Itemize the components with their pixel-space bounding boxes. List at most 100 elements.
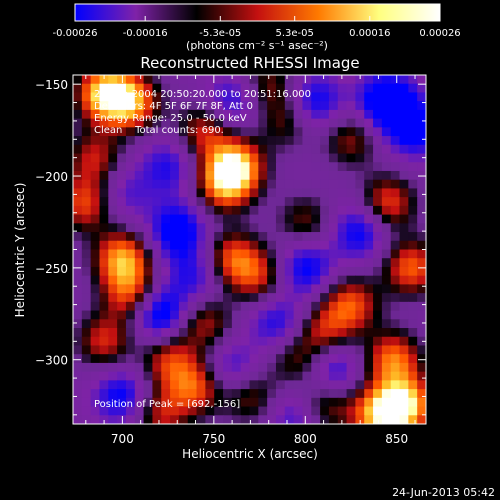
heatmap-cell	[143, 371, 154, 381]
heatmap-cell	[108, 266, 118, 277]
heatmap-cell	[90, 101, 101, 111]
heatmap-cell	[355, 397, 365, 408]
heatmap-cell	[337, 179, 348, 190]
heatmap-cell	[346, 109, 356, 120]
annotation-block: 27-Feb-2004 20:50:20.000 to 20:51:16.000…	[94, 89, 311, 136]
heatmap-cell	[249, 232, 259, 242]
heatmap-cell	[381, 101, 392, 111]
heatmap-cell	[284, 319, 295, 329]
heatmap-cell	[267, 415, 277, 424]
heatmap-cell	[320, 258, 330, 268]
heatmap-cell	[117, 371, 127, 381]
heatmap-cell	[108, 179, 118, 190]
heatmap-cell	[125, 118, 136, 128]
heatmap-cell	[302, 406, 312, 416]
heatmap-cell	[311, 223, 321, 233]
heatmap-cell	[143, 310, 154, 320]
heatmap-cell	[187, 397, 198, 408]
heatmap-cell	[81, 284, 92, 294]
heatmap-cell	[125, 179, 136, 190]
heatmap-cell	[311, 310, 321, 320]
heatmap-cell	[267, 223, 277, 233]
heatmap-cell	[293, 275, 304, 285]
heatmap-cell	[178, 109, 189, 120]
heatmap-cell	[108, 109, 118, 120]
heatmap-cell	[373, 301, 383, 312]
heatmap-cell	[73, 415, 83, 424]
heatmap-cell	[125, 136, 136, 146]
heatmap-cell	[390, 415, 401, 424]
heatmap-cell	[143, 258, 154, 268]
heatmap-cell	[381, 275, 392, 285]
heatmap-cell	[390, 328, 401, 338]
heatmap-cell	[399, 205, 409, 216]
heatmap-cell	[134, 389, 145, 399]
heatmap-cell	[284, 144, 295, 155]
heatmap-cell	[134, 371, 145, 381]
heatmap-cell	[73, 109, 83, 120]
heatmap-cell	[293, 371, 304, 381]
heatmap-cell	[214, 354, 224, 364]
heatmap-cell	[355, 293, 365, 303]
heatmap-cell	[249, 328, 259, 338]
heatmap-cell	[196, 232, 206, 242]
heatmap-cell	[417, 345, 426, 355]
heatmap-cell	[302, 266, 312, 277]
heatmap-cell	[187, 162, 198, 172]
heatmap-cell	[399, 397, 409, 408]
heatmap-cell	[134, 162, 145, 172]
heatmap-cell	[99, 249, 109, 259]
heatmap-cell	[108, 293, 118, 303]
heatmap-cell	[293, 232, 304, 242]
heatmap-cell	[258, 153, 268, 163]
heatmap-cell	[302, 75, 312, 85]
heatmap-cell	[187, 301, 198, 312]
heatmap-cell	[214, 258, 224, 268]
heatmap-cell	[337, 101, 348, 111]
heatmap-cell	[152, 354, 162, 364]
heatmap-cell	[249, 92, 259, 102]
heatmap-cell	[117, 101, 127, 111]
heatmap-cell	[196, 197, 206, 207]
heatmap-cell	[108, 258, 118, 268]
heatmap-cell	[134, 205, 145, 216]
heatmap-cell	[293, 362, 304, 373]
heatmap-cell	[311, 92, 321, 102]
heatmap-cell	[417, 153, 426, 163]
heatmap-cell	[125, 197, 136, 207]
heatmap-cell	[143, 275, 154, 285]
heatmap-cell	[346, 354, 356, 364]
heatmap-cell	[381, 249, 392, 259]
heatmap-cell	[117, 415, 127, 424]
heatmap-cell	[143, 232, 154, 242]
heatmap-cell	[90, 397, 101, 408]
heatmap-cell	[320, 83, 330, 94]
heatmap-cell	[275, 397, 286, 408]
heatmap-cell	[205, 205, 215, 216]
heatmap-cell	[99, 354, 109, 364]
heatmap-cell	[223, 397, 233, 408]
heatmap-cell	[355, 380, 365, 390]
heatmap-cell	[187, 214, 198, 224]
heatmap-cell	[320, 389, 330, 399]
heatmap-cell	[134, 101, 145, 111]
heatmap-cell	[161, 75, 171, 85]
heatmap-cell	[99, 197, 109, 207]
heatmap-cell	[408, 397, 418, 408]
heatmap-cell	[117, 144, 127, 155]
annotation-detectors: Detectors: 4F 5F 6F 7F 8F, Att 0	[94, 101, 253, 112]
heatmap-cell	[90, 275, 101, 285]
heatmap-cell	[161, 389, 171, 399]
heatmap-cell	[108, 92, 118, 102]
heatmap-cell	[390, 127, 401, 137]
heatmap-cell	[205, 397, 215, 408]
heatmap-cell	[311, 301, 321, 312]
x-tick-label: 850	[385, 432, 408, 446]
heatmap-cell	[267, 336, 277, 347]
heatmap-cell	[196, 162, 206, 172]
heatmap-cell	[267, 240, 277, 251]
heatmap-cell	[373, 83, 383, 94]
heatmap-cell	[90, 354, 101, 364]
heatmap-cell	[417, 319, 426, 329]
heatmap-cell	[90, 415, 101, 424]
